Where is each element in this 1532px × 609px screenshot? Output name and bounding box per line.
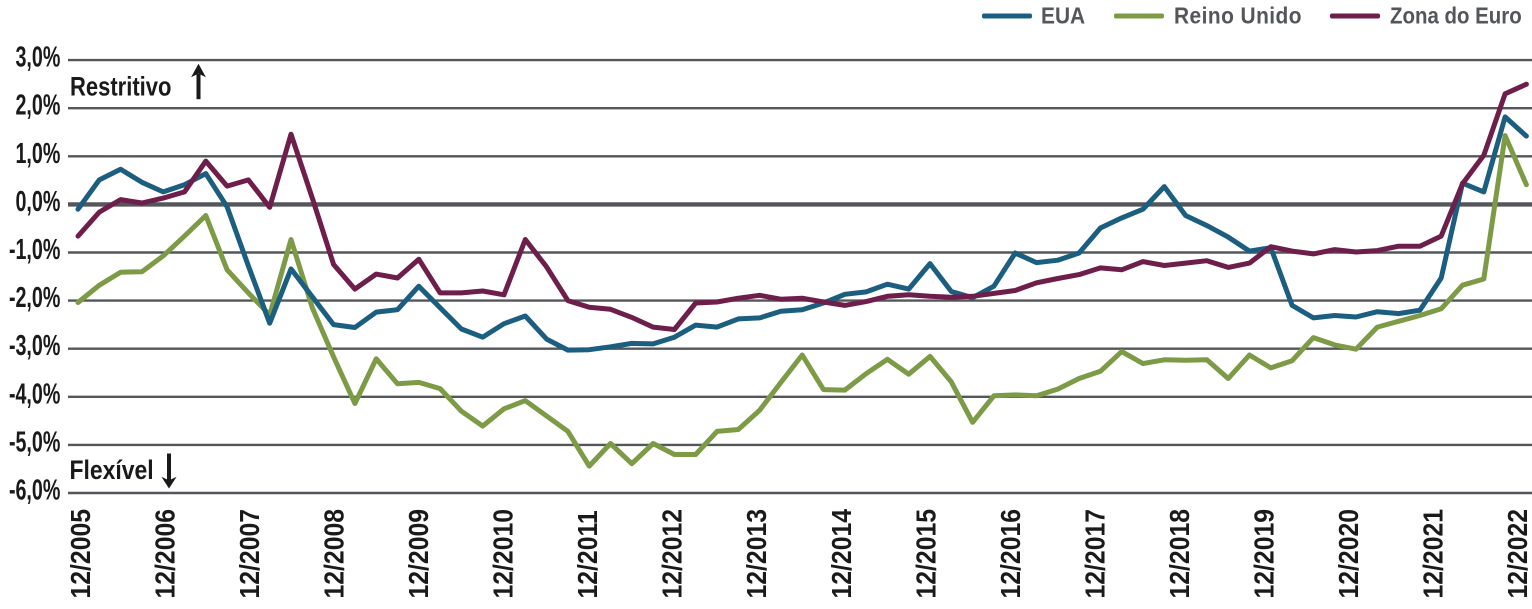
svg-text:2,0%: 2,0% [15, 90, 60, 121]
svg-text:12/2013: 12/2013 [741, 509, 773, 599]
svg-text:EUA: EUA [1041, 2, 1085, 28]
svg-text:3,0%: 3,0% [15, 42, 60, 73]
svg-text:-2,0%: -2,0% [9, 283, 61, 314]
svg-text:Zona do Euro: Zona do Euro [1390, 2, 1522, 29]
svg-text:Reino Unido: Reino Unido [1174, 2, 1302, 28]
svg-text:-6,0%: -6,0% [9, 475, 61, 506]
svg-text:0,0%: 0,0% [15, 186, 60, 217]
svg-text:12/2017: 12/2017 [1079, 509, 1111, 599]
svg-text:12/2009: 12/2009 [403, 509, 435, 599]
svg-text:12/2015: 12/2015 [910, 509, 942, 599]
svg-text:12/2021: 12/2021 [1417, 509, 1449, 599]
svg-text:12/2022: 12/2022 [1502, 509, 1532, 599]
svg-text:1,0%: 1,0% [15, 138, 60, 169]
svg-text:-3,0%: -3,0% [9, 331, 61, 362]
svg-text:12/2019: 12/2019 [1248, 509, 1280, 599]
svg-text:12/2010: 12/2010 [487, 509, 519, 599]
svg-text:-1,0%: -1,0% [9, 235, 61, 266]
svg-text:12/2005: 12/2005 [65, 509, 97, 599]
svg-text:12/2014: 12/2014 [825, 509, 857, 599]
svg-text:Flexível: Flexível [70, 455, 154, 485]
svg-text:-5,0%: -5,0% [9, 427, 61, 458]
svg-text:12/2012: 12/2012 [656, 509, 688, 599]
svg-text:12/2016: 12/2016 [994, 509, 1026, 599]
svg-text:12/2007: 12/2007 [234, 509, 266, 599]
svg-text:-4,0%: -4,0% [9, 379, 61, 410]
svg-text:12/2020: 12/2020 [1333, 509, 1365, 599]
svg-text:12/2006: 12/2006 [149, 509, 181, 599]
svg-text:12/2008: 12/2008 [318, 509, 350, 599]
svg-text:12/2018: 12/2018 [1163, 509, 1195, 599]
svg-text:Restritivo: Restritivo [70, 73, 171, 103]
svg-text:12/2011: 12/2011 [572, 510, 604, 598]
